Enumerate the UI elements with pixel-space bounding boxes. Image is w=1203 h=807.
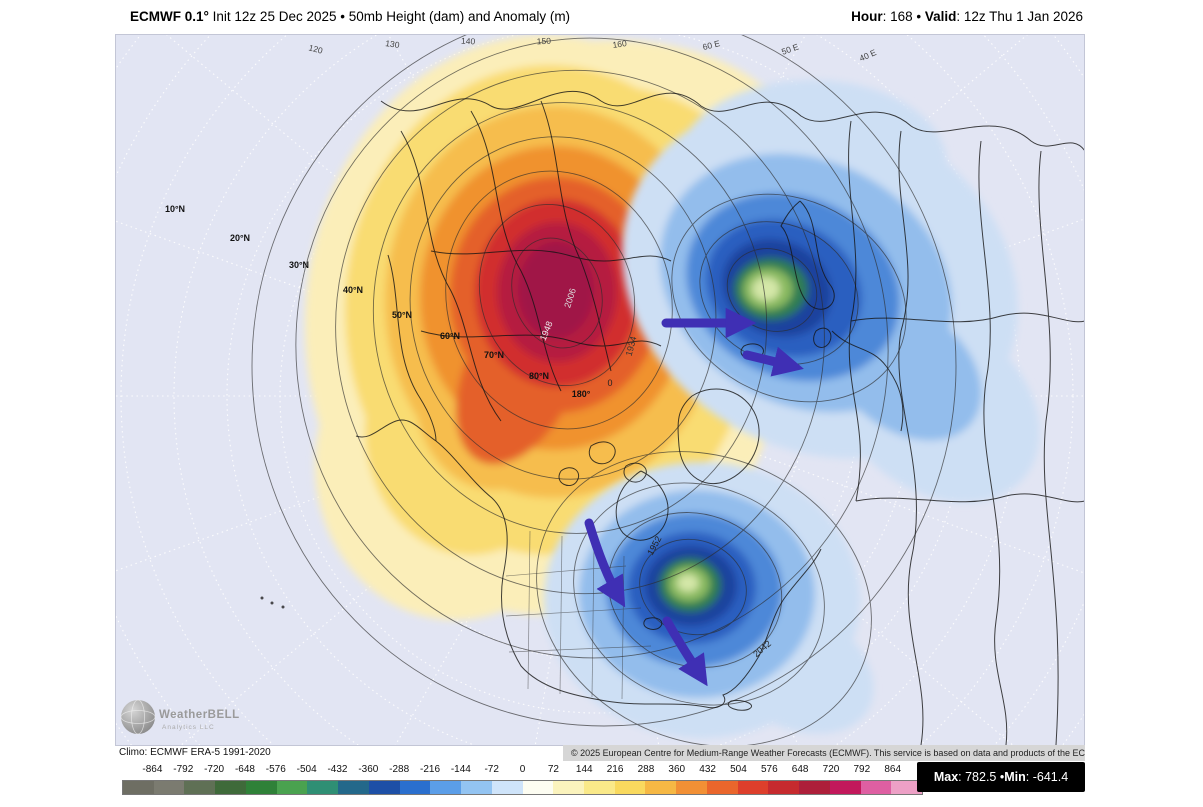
model-name: ECMWF 0.1° [130,9,209,24]
flow-arrows [584,307,804,687]
colorbar-cell [584,781,615,794]
colorbar-tick: 648 [791,764,809,775]
lat-label: 80°N [529,371,549,381]
colorbar-cell [399,781,431,794]
colorbar-tick: -792 [173,764,194,775]
coastlines [260,90,1086,746]
colorbar-tick: -144 [450,764,471,775]
colorbar-cell [860,781,892,794]
colorbar-cell [368,781,400,794]
max-label: Max [933,770,959,784]
colorbar-cell [184,781,216,794]
colorbar-tick: 288 [637,764,655,775]
colorbar-tick: 576 [760,764,778,775]
colorbar-cell [153,781,185,794]
colorbar-ticks: -864 -792 -720 -648 -576 -504 -432 -360 -288 -216… [137,764,908,775]
colorbar-tick: 72 [547,764,559,775]
meridian-label: 120 [308,43,324,56]
maxmin-box: Max: 782.5 • Min: -641.4 [917,762,1085,792]
header-bar: ECMWF 0.1° Init 12z 25 Dec 2025 • 50mb H… [0,0,1203,34]
colorbar-tick: 864 [884,764,902,775]
meridian-label: 140 [461,36,476,47]
lat-label: 30°N [289,260,309,270]
colorbar-tick: -72 [484,764,499,775]
colorbar-cell [737,781,769,794]
logo-text: WeatherBELL [159,709,240,721]
min-label: Min [1004,770,1026,784]
colorbar-tick: -576 [265,764,286,775]
colorbar-cell [245,781,277,794]
meridian-label: 150 [536,36,551,47]
flow-arrow [584,518,626,608]
lat-label: 40°N [343,285,363,295]
colorbar-tick: -864 [142,764,163,775]
colorbar-cell [307,781,339,794]
map-title: ECMWF 0.1° Init 12z 25 Dec 2025 • 50mb H… [130,9,570,24]
colorbar-tick: 504 [730,764,747,775]
lat-label: 10°N [165,204,185,214]
colorbar-cell [891,781,923,794]
weatherbell-logo: WeatherBELL Analytics LLC [120,699,240,735]
flow-arrow [742,346,804,377]
colorbar-tick: 720 [822,764,840,775]
colorbar-cell [706,781,738,794]
colorbar-gradient [122,780,923,795]
colorbar-cell [768,781,800,794]
colorbar-tick: -432 [327,764,348,775]
hour-label: Hour [851,9,883,24]
colorbar-tick: -504 [296,764,317,775]
flow-arrow [662,616,708,687]
colorbar-tick: -360 [358,764,379,775]
lat-label: 50°N [392,310,412,320]
valid-label: Valid [924,9,957,24]
meridian-label: 60 E [702,38,722,52]
climo-note: Climo: ECMWF ERA-5 1991-2020 [119,747,271,758]
meridian-label: 160 [612,38,628,50]
meridian-label: 130 [385,38,401,50]
colorbar-cell [215,781,246,794]
lat-label: 20°N [230,233,250,243]
colorbar-tick: 432 [699,764,716,775]
colorbar-tick: -288 [389,764,410,775]
logo-subtext: Analytics LLC [162,724,215,731]
latitude-labels: 10°N 20°N 30°N 40°N 50°N 60°N 70°N 80°N … [165,204,591,399]
colorbar-tick: -720 [204,764,225,775]
colorbar-tick: 0 [519,764,526,775]
colorbar-cell [123,781,154,794]
contour-label: 0 [607,378,612,388]
colorbar-tick: 792 [853,764,871,775]
colorbar-cell [614,781,646,794]
colorbar-tick: 360 [668,764,686,775]
colorbar-tick: 144 [575,764,593,775]
colorbar-tick: -648 [234,764,255,775]
colorbar-tick: -216 [420,764,441,775]
max-value: : 782.5 • [958,770,1005,784]
min-value: : -641.4 [1025,770,1069,784]
globe-icon [121,700,155,734]
colorbar-tick: 216 [606,764,624,775]
colorbar-cell [338,781,369,794]
colorbar-cell [829,781,861,794]
hour-value: : 168 • [882,9,925,24]
colorbar-cell [430,781,462,794]
anomaly-cold-namerica [544,462,874,738]
colorbar-cell [676,781,707,794]
valid-value: : 12z Thu 1 Jan 2026 [956,9,1083,24]
colorbar-cell [799,781,830,794]
colorbar-cell [276,781,308,794]
title-details: Init 12z 25 Dec 2025 • 50mb Height (dam)… [208,9,571,24]
colorbar-cell [461,781,492,794]
colorbar-cell [645,781,677,794]
pole-label: 180° [572,389,591,399]
colorbar-cell [522,781,554,794]
lat-label: 70°N [484,350,504,360]
colorbar-cell [491,781,523,794]
copyright-strip: © 2025 European Centre for Medium-Range … [563,745,1085,761]
valid-time: Hour: 168 • Valid: 12z Thu 1 Jan 2026 [851,9,1083,24]
colorbar-cell [553,781,585,794]
lat-label: 60°N [440,331,460,341]
